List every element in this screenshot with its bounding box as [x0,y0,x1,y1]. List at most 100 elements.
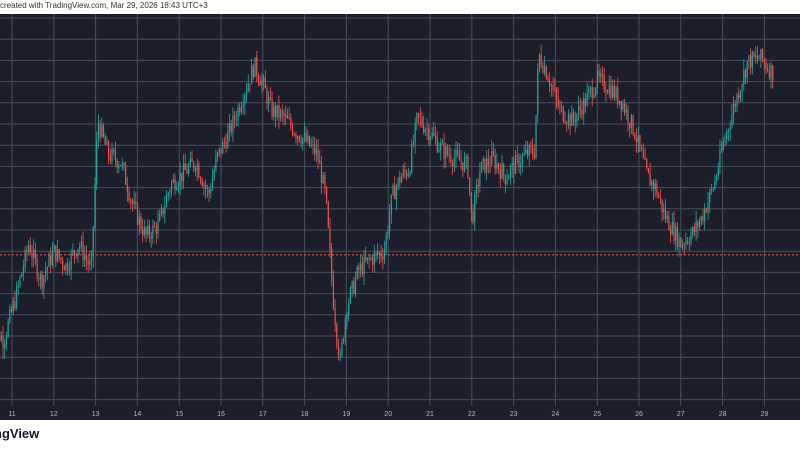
candle-body [707,202,709,213]
candle-body [484,158,486,173]
candle-body [16,286,18,309]
x-tick-label: 12 [50,411,58,418]
candle-body [654,183,656,190]
candle-body [719,149,721,169]
candle-body [399,177,401,183]
candle [256,50,258,83]
candle-body [538,54,541,70]
candle [193,160,195,173]
x-tick-label: 14 [134,411,142,418]
candle [38,273,40,287]
candle [470,192,472,222]
candle [10,305,13,314]
candle-body [424,129,426,133]
candle-body [598,71,600,77]
candle [128,186,130,204]
candle [53,243,55,252]
candle-body [72,250,74,254]
candle [295,131,297,144]
candle-body [734,104,736,107]
candle [763,58,765,70]
candle [339,348,341,362]
candle [266,84,268,110]
candle-body [232,115,234,133]
candle-body [34,249,36,259]
candle-body [349,288,352,303]
candle-body [94,184,96,227]
candle-body [574,119,576,123]
candle-body [114,151,117,161]
price-chart[interactable]: 11 12 13 14 15 16 17 18 19 20 21 22 23 24 25 26 27 28 29 [0,14,800,420]
candle [458,143,461,161]
candle-body [322,175,324,184]
candle-body [520,163,522,168]
candle-body [392,185,394,195]
candle [758,54,760,60]
candle [87,254,89,273]
candle-body [491,151,493,165]
candle-body [268,97,270,104]
candle-body [612,86,614,98]
candle-body [291,126,294,135]
candle [108,139,110,165]
candle-body [131,200,134,204]
candle [278,95,280,129]
candle-body [501,164,503,179]
candle [475,178,478,204]
candle [661,199,663,222]
candle-body [429,137,432,140]
candle-body [97,124,99,141]
candle-body [123,162,125,167]
candle [700,215,702,226]
candle [440,138,442,161]
candle-body [627,109,629,124]
candle [176,181,178,191]
candle-body [445,146,447,160]
candle-body [353,281,355,293]
candle-body [436,138,438,152]
candle [201,177,203,188]
candle [199,175,202,185]
candle-body [729,127,731,131]
candle [268,90,270,113]
candle [19,275,21,288]
candle-body [608,85,610,94]
candle [327,200,329,229]
candle-body [661,199,663,213]
candle [394,176,396,200]
candle [113,147,115,156]
candle-body [133,201,135,204]
candle [545,64,547,80]
candle [724,133,726,147]
candle [641,144,643,152]
candle-body [274,105,277,118]
candle-body [462,162,464,171]
candle [566,120,568,133]
candle [79,242,81,256]
candle-body [92,226,94,258]
candle [692,226,694,239]
candle-body [276,105,278,118]
candle-body [194,168,197,171]
candle-body [375,252,377,254]
candle-body [53,245,55,252]
candle [283,109,285,126]
candle [407,167,409,179]
candle [101,117,103,139]
candle-body [680,237,682,248]
candle [760,48,762,69]
candle-body [709,190,711,203]
candle [99,120,101,143]
candle [375,250,377,263]
candle [167,191,169,202]
candle-body [554,88,556,90]
candle-body [705,209,707,213]
candle [356,265,358,281]
candle-body [285,115,287,117]
candle [501,155,503,180]
candle [431,126,433,140]
candle [44,261,47,283]
candle [731,103,733,129]
candle-body [644,157,646,160]
candle [336,322,338,350]
